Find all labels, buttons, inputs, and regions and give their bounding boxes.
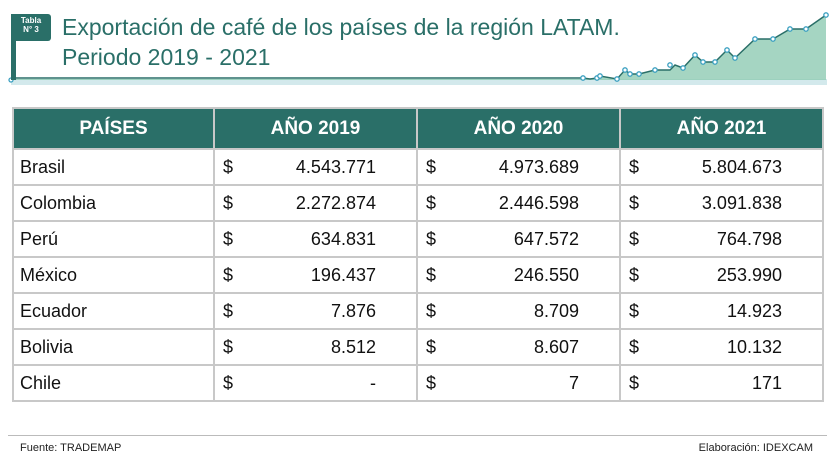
value-cell: $246.550 [416,256,621,294]
currency-symbol: $ [223,192,234,213]
currency-symbol: $ [629,228,640,249]
currency-symbol: $ [426,264,437,285]
value-cell: $5.804.673 [619,148,824,186]
currency-symbol: $ [629,192,640,213]
header-2021: AÑO 2021 [619,107,824,150]
badge-label: Tabla [20,16,42,25]
value-cell: $7.876 [213,292,418,330]
value-cell: $3.091.838 [619,184,824,222]
header-2020: AÑO 2020 [416,107,621,150]
currency-symbol: $ [426,336,437,357]
title-line-2: Periodo 2019 - 2021 [62,44,271,70]
country-cell: Bolivia [12,328,215,366]
value-amount: 253.990 [716,264,782,285]
table-number-badge: Tabla N° 3 [11,14,51,41]
badge-number: N° 3 [23,25,39,34]
table-row: Chile $ - $7 $171 [12,364,824,402]
table-header-row: PAÍSES AÑO 2019 AÑO 2020 AÑO 2021 [12,107,824,150]
value-cell: $171 [619,364,824,402]
value-cell: $634.831 [213,220,418,258]
table-row: Bolivia $8.512 $8.607 $10.132 [12,328,824,366]
table-row: Colombia $2.272.874 $2.446.598 $3.091.838 [12,184,824,222]
value-cell: $14.923 [619,292,824,330]
value-cell: $ - [213,364,418,402]
value-amount: 2.446.598 [498,192,579,213]
value-amount: 5.804.673 [701,156,782,177]
value-amount: 2.272.874 [295,192,376,213]
table-row: México $196.437 $246.550 $253.990 [12,256,824,294]
page-title: Exportación de café de los países de la … [62,12,620,72]
currency-symbol: $ [629,156,640,177]
value-amount: 8.709 [533,300,579,321]
currency-symbol: $ [223,228,234,249]
value-amount: 8.607 [533,336,579,357]
value-cell: $8.709 [416,292,621,330]
value-amount: 634.831 [310,228,376,249]
currency-symbol: $ [223,336,234,357]
value-cell: $10.132 [619,328,824,366]
value-cell: $764.798 [619,220,824,258]
currency-symbol: $ [629,300,640,321]
currency-symbol: $ [629,264,640,285]
value-amount: - [370,372,376,393]
credit-note: Elaboración: IDEXCAM [698,442,813,454]
currency-symbol: $ [629,336,640,357]
badge-stem [11,38,16,80]
value-amount: 7.876 [330,300,376,321]
value-amount: 8.512 [330,336,376,357]
value-amount: 4.973.689 [498,156,579,177]
table-row: Perú $634.831 $647.572 $764.798 [12,220,824,258]
value-cell: $196.437 [213,256,418,294]
value-amount: 246.550 [513,264,579,285]
value-amount: 196.437 [310,264,376,285]
country-cell: Chile [12,364,215,402]
header-2019: AÑO 2019 [213,107,418,150]
currency-symbol: $ [629,372,640,393]
country-cell: Colombia [12,184,215,222]
source-note: Fuente: TRADEMAP [20,442,122,454]
value-amount: 647.572 [513,228,579,249]
currency-symbol: $ [426,156,437,177]
value-cell: $8.607 [416,328,621,366]
country-cell: Brasil [12,148,215,186]
value-cell: $7 [416,364,621,402]
value-cell: $2.272.874 [213,184,418,222]
header-countries: PAÍSES [12,107,215,150]
value-amount: 764.798 [716,228,782,249]
value-cell: $4.973.689 [416,148,621,186]
table-row: Ecuador $7.876 $8.709 $14.923 [12,292,824,330]
value-cell: $2.446.598 [416,184,621,222]
value-cell: $647.572 [416,220,621,258]
value-amount: 10.132 [726,336,782,357]
currency-symbol: $ [426,372,437,393]
value-cell: $4.543.771 [213,148,418,186]
currency-symbol: $ [426,300,437,321]
value-amount: 171 [751,372,782,393]
country-cell: Perú [12,220,215,258]
currency-symbol: $ [223,372,234,393]
title-line-1: Exportación de café de los países de la … [62,14,620,40]
country-cell: México [12,256,215,294]
currency-symbol: $ [426,228,437,249]
value-cell: $8.512 [213,328,418,366]
value-amount: 3.091.838 [701,192,782,213]
currency-symbol: $ [223,300,234,321]
decorative-sparkline-icon [8,12,829,85]
value-amount: 4.543.771 [295,156,376,177]
table-row: Brasil $4.543.771 $4.973.689 $5.804.673 [12,148,824,186]
currency-symbol: $ [426,192,437,213]
country-cell: Ecuador [12,292,215,330]
value-amount: 7 [568,372,579,393]
currency-symbol: $ [223,156,234,177]
value-cell: $253.990 [619,256,824,294]
value-amount: 14.923 [726,300,782,321]
currency-symbol: $ [223,264,234,285]
footer-divider [8,435,827,436]
export-table: PAÍSES AÑO 2019 AÑO 2020 AÑO 2021 Brasil… [12,107,824,402]
